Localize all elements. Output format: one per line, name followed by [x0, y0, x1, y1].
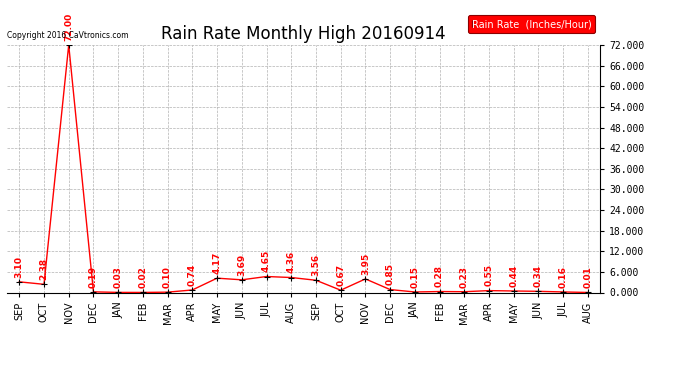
Text: 4.17: 4.17 [213, 252, 221, 274]
Text: 4.36: 4.36 [287, 251, 296, 273]
Text: 0.03: 0.03 [114, 266, 123, 288]
Text: 0.28: 0.28 [435, 266, 444, 287]
Text: 0.19: 0.19 [89, 266, 98, 288]
Text: 3.69: 3.69 [237, 254, 246, 276]
Text: 2.38: 2.38 [39, 258, 48, 280]
Text: 0.16: 0.16 [559, 266, 568, 288]
Text: 72.00: 72.00 [64, 13, 73, 41]
Text: 0.10: 0.10 [163, 266, 172, 288]
Text: 0.55: 0.55 [484, 264, 493, 286]
Text: 0.15: 0.15 [411, 266, 420, 288]
Text: 3.56: 3.56 [311, 254, 320, 276]
Title: Rain Rate Monthly High 20160914: Rain Rate Monthly High 20160914 [161, 26, 446, 44]
Text: 0.44: 0.44 [509, 265, 518, 287]
Text: 0.01: 0.01 [584, 266, 593, 288]
Text: 0.23: 0.23 [460, 266, 469, 288]
Text: Copyright 2016 CaVtronics.com: Copyright 2016 CaVtronics.com [7, 31, 128, 40]
Text: 3.95: 3.95 [361, 252, 370, 275]
Text: 0.85: 0.85 [386, 263, 395, 285]
Text: 0.74: 0.74 [188, 264, 197, 286]
Text: 4.65: 4.65 [262, 250, 271, 272]
Legend: Rain Rate  (Inches/Hour): Rain Rate (Inches/Hour) [468, 15, 595, 33]
Text: 3.10: 3.10 [14, 256, 23, 278]
Text: 0.67: 0.67 [336, 264, 345, 286]
Text: 0.34: 0.34 [534, 265, 543, 287]
Text: 0.02: 0.02 [139, 266, 148, 288]
